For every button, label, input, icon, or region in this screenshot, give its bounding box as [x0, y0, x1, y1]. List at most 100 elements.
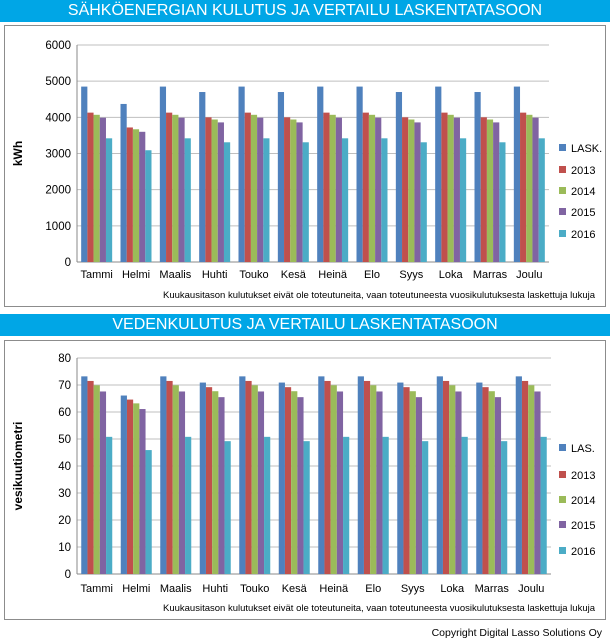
y-tick-label: 70	[58, 380, 71, 392]
bar	[224, 441, 231, 574]
copyright-text: Copyright Digital Lasso Solutions Oy	[431, 627, 602, 639]
bar	[442, 380, 450, 574]
bar	[375, 117, 382, 262]
bar	[99, 117, 106, 262]
bar	[133, 403, 140, 574]
legend-swatch	[559, 144, 566, 151]
x-tick-label: Helmi	[122, 583, 150, 595]
bar	[120, 395, 127, 574]
bar	[532, 117, 539, 262]
bar	[166, 112, 173, 262]
bar	[449, 385, 456, 574]
bar	[87, 112, 94, 262]
y-tick-label: 80	[58, 353, 71, 365]
bar	[139, 131, 146, 262]
bar	[132, 129, 140, 262]
bar	[482, 387, 489, 574]
x-tick-label: Heinä	[318, 269, 348, 281]
bar	[357, 376, 364, 574]
bar	[362, 112, 369, 262]
y-tick-label: 10	[58, 542, 71, 554]
bar	[296, 122, 303, 262]
water-chart-note: Kuukausitason kulutukset eivät ole toteu…	[163, 603, 595, 614]
bar	[303, 441, 310, 574]
x-tick-label: Kesä	[282, 583, 308, 595]
x-tick-label: Loka	[439, 269, 464, 281]
bar	[302, 142, 309, 262]
bar	[205, 387, 213, 574]
bar	[239, 376, 246, 574]
bar	[441, 112, 448, 262]
legend-label: 2013	[571, 165, 595, 177]
legend-swatch	[559, 547, 566, 554]
bar	[81, 86, 88, 262]
x-tick-label: Helmi	[122, 269, 150, 281]
electricity-banner: SÄHKÖENERGIAN KULUTUS JA VERTAILU LASKEN…	[0, 0, 610, 22]
x-tick-label: Loka	[440, 583, 465, 595]
bar	[291, 391, 298, 574]
y-tick-label: 30	[58, 488, 71, 500]
x-tick-label: Touko	[239, 269, 268, 281]
bar	[245, 380, 252, 574]
x-tick-label: Joulu	[516, 269, 542, 281]
bar	[515, 376, 522, 574]
bar	[178, 117, 185, 262]
bar	[99, 391, 107, 574]
x-tick-label: Tammi	[80, 269, 112, 281]
bar	[520, 112, 527, 262]
bar	[318, 376, 325, 574]
bar	[105, 138, 113, 262]
bar	[184, 138, 191, 262]
bar	[363, 380, 371, 574]
bar	[501, 441, 508, 574]
bar	[329, 114, 336, 262]
bar	[330, 385, 337, 574]
legend-swatch	[559, 444, 566, 451]
y-tick-label: 0	[65, 569, 71, 581]
water-chart-panel: 0 10 20 30 40 50 60 70 80 vesikuutiometri Tammi Hel…	[4, 340, 606, 620]
legend-swatch	[559, 166, 566, 173]
bar	[403, 387, 410, 574]
bar	[217, 122, 224, 262]
bar	[408, 119, 415, 263]
legend-label: 2016	[571, 229, 595, 241]
legend-label: LAS.	[571, 443, 595, 455]
water-chart: 0 10 20 30 40 50 60 70 80 vesikuutiometri Tammi Hel…	[11, 353, 595, 595]
x-tick-label: Syys	[401, 583, 425, 595]
bar	[453, 117, 460, 262]
legend-label: 2014	[571, 495, 595, 507]
y-tick-label: 0	[65, 257, 71, 269]
bar	[336, 391, 344, 574]
bar	[257, 117, 264, 262]
bar	[459, 138, 467, 262]
bar	[382, 436, 389, 574]
water-banner: VEDENKULUTUS JA VERTAILU LASKENTATASOON	[0, 314, 610, 336]
bar	[341, 138, 349, 262]
x-tick-label: Marras	[473, 269, 508, 281]
bar	[422, 441, 429, 574]
bar	[223, 142, 231, 262]
bar	[480, 117, 487, 262]
bar	[368, 114, 376, 262]
bar	[159, 86, 167, 262]
bar	[461, 436, 468, 574]
bar	[402, 117, 409, 262]
bar	[264, 436, 271, 574]
bar	[488, 391, 495, 574]
bar	[93, 385, 100, 574]
y-tick-label: 20	[58, 515, 71, 527]
bar	[335, 117, 342, 262]
bar	[476, 382, 483, 574]
x-tick-label: Touko	[240, 583, 269, 595]
bar	[139, 409, 146, 574]
bar	[160, 376, 167, 574]
bar	[218, 397, 225, 574]
bar	[185, 436, 192, 574]
bar	[81, 376, 88, 574]
bar	[244, 112, 251, 262]
bar	[106, 436, 113, 574]
bar	[435, 86, 442, 262]
y-axis-title: vesikuutiometri	[11, 422, 25, 511]
bar	[447, 114, 454, 262]
legend-swatch	[559, 521, 566, 528]
